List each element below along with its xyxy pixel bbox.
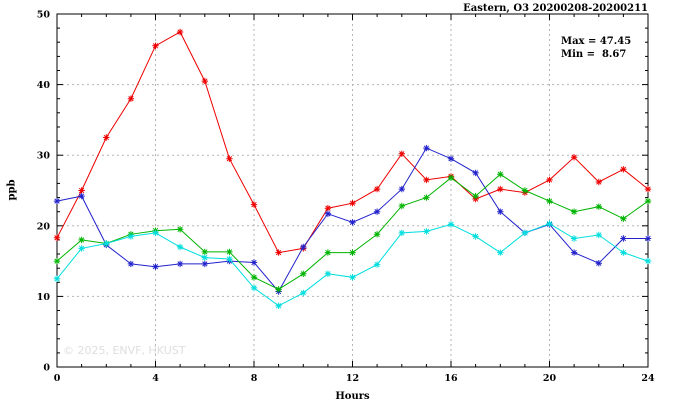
svg-text:4: 4 [152, 373, 159, 384]
svg-text:24: 24 [641, 373, 655, 384]
svg-text:0: 0 [43, 363, 50, 374]
svg-text:12: 12 [346, 373, 359, 384]
svg-text:16: 16 [444, 373, 458, 384]
chart-title: Eastern, O3 20200208-20200211 [463, 3, 648, 14]
svg-text:40: 40 [37, 80, 51, 91]
x-axis-label: Hours [335, 391, 370, 402]
svg-text:50: 50 [37, 10, 51, 21]
max-annotation: Max = 47.45 [561, 36, 632, 47]
min-annotation: Min = 8.67 [561, 49, 627, 60]
svg-text:20: 20 [543, 373, 557, 384]
svg-text:0: 0 [54, 373, 61, 384]
max-min-annotation: Max = 47.45 Min = 8.67 [561, 35, 631, 61]
watermark: © 2025, ENVF, HKUST [63, 344, 186, 357]
svg-text:8: 8 [251, 373, 258, 384]
y-axis-label: ppb [6, 179, 18, 201]
svg-text:10: 10 [37, 292, 51, 303]
svg-text:20: 20 [37, 221, 51, 232]
svg-text:30: 30 [37, 151, 51, 162]
